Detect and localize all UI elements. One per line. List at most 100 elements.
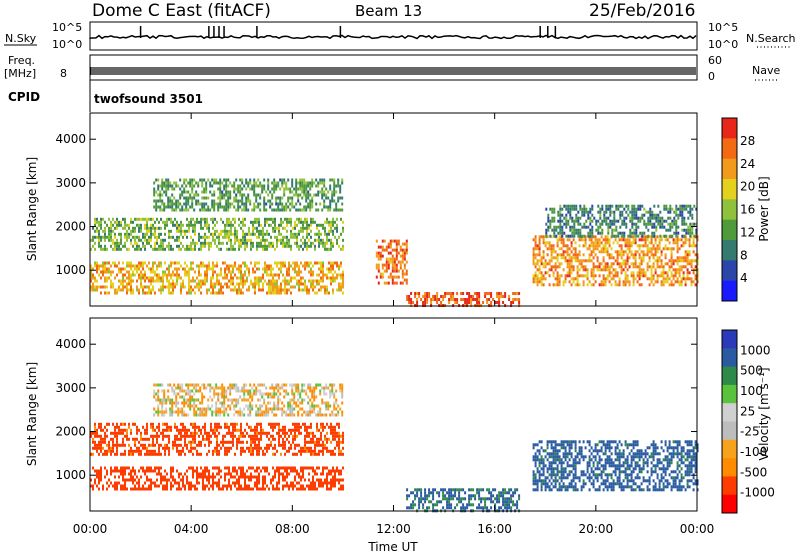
echo-cell xyxy=(262,244,264,248)
echo-cell xyxy=(332,434,334,438)
echo-cell xyxy=(104,232,106,236)
echo-cell xyxy=(534,241,537,245)
echo-cell xyxy=(158,232,160,236)
echo-cell xyxy=(276,288,278,292)
echo-cell xyxy=(100,291,102,295)
echo-cell xyxy=(655,213,658,217)
echo-cell xyxy=(112,247,114,251)
echo-cell xyxy=(211,178,214,182)
echo-cell xyxy=(150,434,152,438)
echo-cell xyxy=(624,250,627,254)
echo-cell xyxy=(204,270,206,274)
echo-cell xyxy=(462,292,465,295)
echo-cell xyxy=(259,208,262,212)
echo-cell xyxy=(569,228,572,232)
echo-cell xyxy=(296,279,298,283)
echo-cell xyxy=(406,295,409,298)
echo-cell xyxy=(274,282,276,286)
echo-cell xyxy=(478,301,481,304)
echo-cell xyxy=(554,265,557,269)
echo-cell xyxy=(90,238,92,242)
echo-cell xyxy=(305,199,308,203)
echo-cell xyxy=(140,276,142,280)
echo-cell xyxy=(326,288,328,292)
echo-cell xyxy=(144,261,146,265)
echo-cell xyxy=(134,449,136,453)
echo-cell xyxy=(300,261,302,265)
echo-cell xyxy=(166,428,168,432)
echo-cell xyxy=(304,449,306,453)
echo-cell xyxy=(470,298,473,301)
echo-cell xyxy=(256,247,258,251)
echo-cell xyxy=(294,223,296,227)
echo-cell xyxy=(270,235,272,239)
echo-cell xyxy=(300,288,302,292)
echo-cell xyxy=(226,425,228,429)
echo-cell xyxy=(290,446,292,450)
echo-cell xyxy=(676,268,679,272)
echo-cell xyxy=(552,274,555,278)
echo-cell xyxy=(168,247,170,251)
echo-cell xyxy=(332,241,334,245)
echo-cell xyxy=(618,238,621,242)
echo-cell xyxy=(619,216,622,220)
echo-cell xyxy=(172,223,174,227)
echo-cell xyxy=(498,295,501,298)
echo-cell xyxy=(240,434,242,438)
echo-cell xyxy=(126,291,128,295)
echo-cell xyxy=(146,285,148,289)
echo-cell xyxy=(232,422,234,426)
echo-cell xyxy=(210,440,212,444)
echo-cell xyxy=(532,277,535,281)
echo-cell xyxy=(679,210,682,214)
echo-cell xyxy=(564,274,567,278)
echo-cell xyxy=(104,226,106,230)
echo-cell xyxy=(536,262,539,266)
echo-cell xyxy=(330,241,332,245)
echo-cell xyxy=(476,301,479,304)
echo-cell xyxy=(678,271,681,275)
echo-cell xyxy=(198,282,200,286)
echo-cell xyxy=(104,247,106,251)
echo-cell xyxy=(286,431,288,435)
echo-cell xyxy=(625,204,628,208)
echo-cell xyxy=(144,446,146,450)
echo-cell xyxy=(116,223,118,227)
echo-cell xyxy=(168,428,170,432)
echo-cell xyxy=(192,440,194,444)
echo-cell xyxy=(226,217,228,221)
echo-cell xyxy=(660,250,663,254)
echo-cell xyxy=(220,273,222,277)
echo-cell xyxy=(170,217,172,221)
echo-cell xyxy=(563,222,566,226)
echo-cell xyxy=(330,428,332,432)
echo-cell xyxy=(170,282,172,286)
echo-cell xyxy=(274,452,276,456)
echo-cell xyxy=(255,205,258,209)
echo-cell xyxy=(110,446,112,450)
echo-cell xyxy=(195,404,198,408)
echo-cell xyxy=(236,276,238,280)
echo-cell xyxy=(175,404,178,408)
echo-cell xyxy=(216,276,218,280)
echo-cell xyxy=(266,229,268,233)
echo-cell xyxy=(632,238,635,242)
echo-cell xyxy=(150,425,152,429)
echo-cell xyxy=(144,443,146,447)
echo-cell xyxy=(667,207,670,211)
echo-cell xyxy=(165,407,168,411)
echo-cell xyxy=(456,301,459,304)
echo-cell xyxy=(227,208,230,212)
echo-cell xyxy=(285,208,288,212)
echo-cell xyxy=(253,178,256,182)
echo-cell xyxy=(672,268,675,272)
echo-cell xyxy=(340,264,342,268)
echo-cell xyxy=(284,244,286,248)
echo-cell xyxy=(136,217,138,221)
echo-cell xyxy=(268,446,270,450)
echo-cell xyxy=(163,389,166,393)
echo-cell xyxy=(229,181,232,185)
echo-cell xyxy=(227,193,230,197)
echo-cell xyxy=(160,244,162,248)
echo-cell xyxy=(230,273,232,277)
